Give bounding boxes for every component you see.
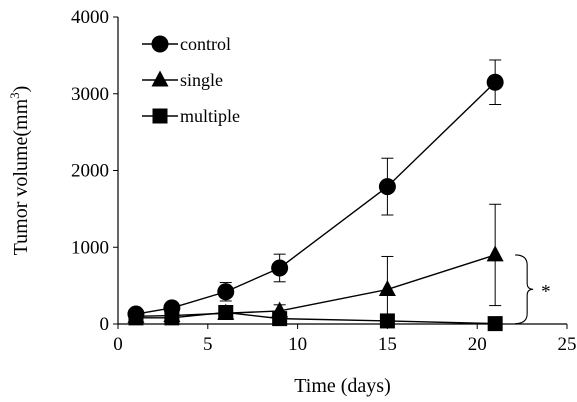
legend-marker-multiple <box>152 108 168 124</box>
legend-marker-control <box>151 35 169 53</box>
series-multiple <box>128 304 503 332</box>
y-axis-title-text: Tumor volume(mm <box>10 98 32 255</box>
y-tick-label: 3000 <box>71 84 109 105</box>
x-tick-label: 15 <box>378 334 397 355</box>
significance-annotation: * <box>515 254 551 325</box>
axes <box>113 16 568 329</box>
significance-star: * <box>541 281 551 302</box>
data-point-multiple <box>218 304 234 320</box>
legend-item-multiple: multiple <box>142 106 240 126</box>
series-layer <box>127 59 504 332</box>
x-tick-label: 0 <box>113 334 123 355</box>
y-axis-title-unit-superscript: 3 <box>7 92 22 99</box>
series-single <box>127 203 504 323</box>
tick-labels: 0 5 10 15 20 25 0 1000 2000 3000 4000 <box>71 7 577 355</box>
y-axis-title-close: ) <box>10 86 32 93</box>
legend: control single multiple <box>142 34 240 126</box>
data-point-multiple <box>379 313 395 329</box>
data-point-multiple <box>128 310 144 326</box>
data-point-multiple <box>487 316 503 332</box>
y-axis-title: Tumor volume(mm3) <box>7 86 32 256</box>
y-tick-label: 4000 <box>71 7 109 28</box>
legend-label-single: single <box>180 70 223 90</box>
data-point-control <box>217 283 235 301</box>
data-point-single <box>378 279 396 296</box>
legend-item-control: control <box>142 34 231 54</box>
x-tick-label: 25 <box>558 334 577 355</box>
series-line-single <box>135 254 496 318</box>
x-tick-label: 10 <box>288 334 307 355</box>
y-tick-label: 2000 <box>71 161 109 182</box>
y-tick-label: 0 <box>100 314 110 335</box>
y-tick-label: 1000 <box>71 237 109 258</box>
x-axis-title: Time (days) <box>294 375 390 397</box>
legend-label-control: control <box>180 34 231 54</box>
x-tick-label: 5 <box>203 334 213 355</box>
data-point-multiple <box>164 310 180 326</box>
series-control <box>127 59 504 323</box>
legend-marker-single <box>151 70 169 87</box>
legend-item-single: single <box>142 70 223 90</box>
legend-label-multiple: multiple <box>180 106 240 126</box>
x-tick-label: 20 <box>468 334 487 355</box>
data-point-single <box>486 245 504 262</box>
data-point-multiple <box>272 311 288 327</box>
significance-bracket <box>515 254 534 325</box>
data-point-control <box>378 178 396 196</box>
data-point-control <box>486 73 504 91</box>
data-point-control <box>271 259 289 277</box>
